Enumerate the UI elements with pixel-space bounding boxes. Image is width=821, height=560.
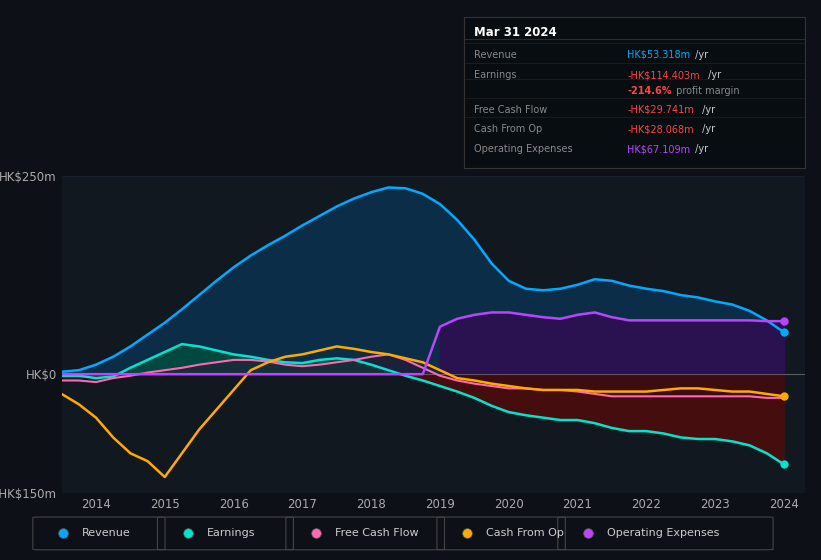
Text: -HK$29.741m: -HK$29.741m [627,105,695,115]
Text: Free Cash Flow: Free Cash Flow [335,529,419,538]
Text: Cash From Op: Cash From Op [474,124,543,134]
Text: -HK$114.403m: -HK$114.403m [627,70,700,80]
Text: -HK$28.068m: -HK$28.068m [627,124,694,134]
Text: -214.6%: -214.6% [627,86,672,96]
Text: Mar 31 2024: Mar 31 2024 [474,26,557,39]
Text: Earnings: Earnings [207,529,255,538]
Text: /yr: /yr [692,144,709,154]
Text: /yr: /yr [699,105,715,115]
Text: Earnings: Earnings [474,70,516,80]
Text: HK$53.318m: HK$53.318m [627,50,690,59]
Text: /yr: /yr [705,70,721,80]
Text: Operating Expenses: Operating Expenses [474,144,573,154]
Text: Free Cash Flow: Free Cash Flow [474,105,548,115]
Text: /yr: /yr [699,124,715,134]
Text: HK$67.109m: HK$67.109m [627,144,690,154]
Text: Revenue: Revenue [474,50,517,59]
Text: Operating Expenses: Operating Expenses [607,529,719,538]
Text: Cash From Op: Cash From Op [486,529,564,538]
Text: Revenue: Revenue [82,529,131,538]
Text: profit margin: profit margin [672,86,740,96]
Text: /yr: /yr [692,50,709,59]
